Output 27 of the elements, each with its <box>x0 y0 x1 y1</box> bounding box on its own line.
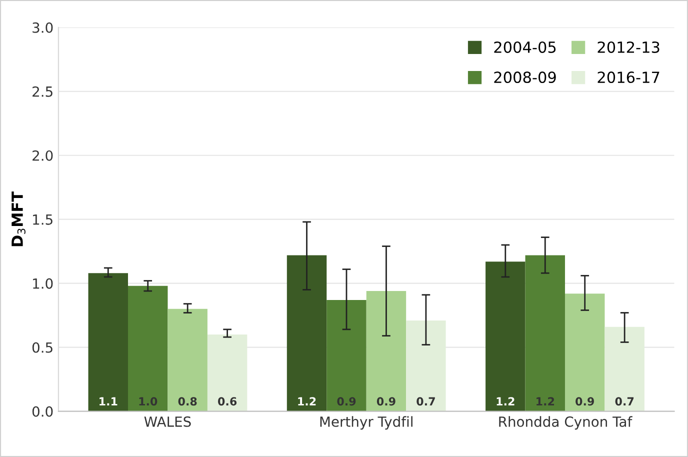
data-label: 1.2 <box>298 397 316 406</box>
data-label: 0.9 <box>337 397 356 406</box>
x-tick-label: Rhondda Cynon Taf <box>499 416 632 430</box>
data-label: 0.6 <box>218 397 237 406</box>
legend-label: 2008-09 <box>494 72 556 84</box>
y-tick-label: 1.5 <box>33 214 52 225</box>
y-tick-label: 1.0 <box>33 278 53 289</box>
legend-label: 2016-17 <box>598 72 660 84</box>
data-label: 1.1 <box>100 397 118 406</box>
y-axis-title: D$_{3}$MFT <box>12 191 26 246</box>
data-label: 1.0 <box>139 397 158 406</box>
legend-label: 2004-05 <box>494 41 556 53</box>
data-label: 0.7 <box>416 397 435 406</box>
data-label: 0.8 <box>178 397 197 406</box>
legend-label: 2012-13 <box>598 41 660 53</box>
y-tick-label: 0.5 <box>32 342 52 353</box>
y-tick-label: 2.5 <box>32 86 52 97</box>
x-tick-label: WALES <box>144 416 191 427</box>
y-tick-label: 3.0 <box>32 22 53 33</box>
y-tick-label: 2.0 <box>32 150 53 161</box>
x-tick-label: Merthyr Tydfil <box>320 416 412 430</box>
data-label: 1.2 <box>496 397 514 406</box>
data-label: 0.7 <box>615 397 634 406</box>
data-label: 0.9 <box>576 397 594 406</box>
data-label: 1.2 <box>536 397 554 406</box>
y-tick-label: 0.0 <box>32 406 53 417</box>
data-label: 0.9 <box>376 397 396 406</box>
